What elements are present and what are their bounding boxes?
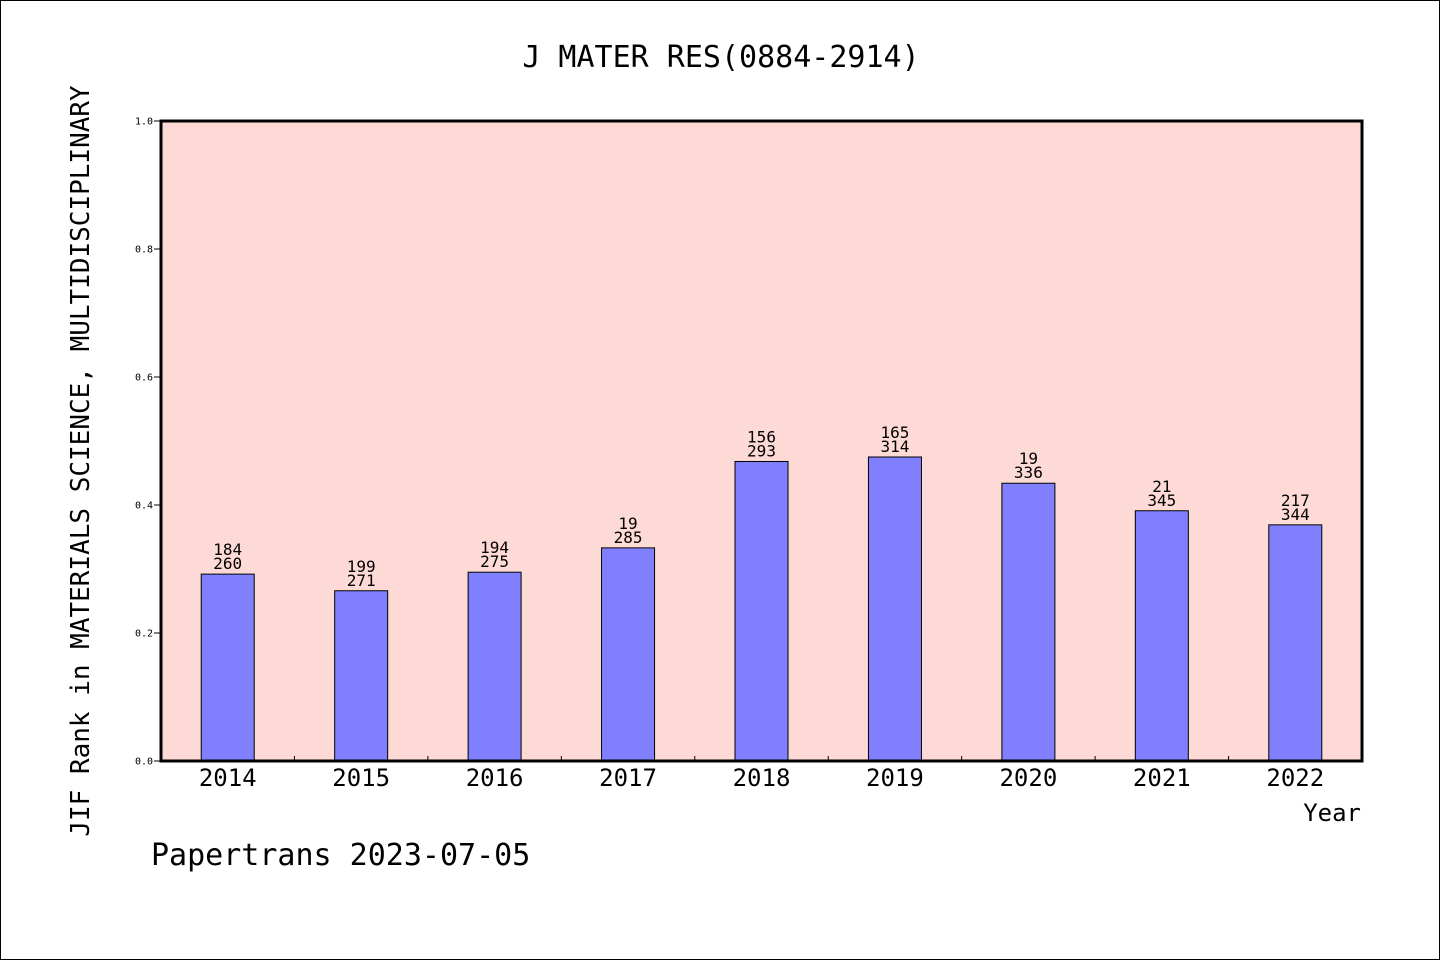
bar-label-bottom: 345 bbox=[1147, 491, 1176, 510]
bar-label-top: 194 bbox=[480, 538, 509, 557]
y-axis-label: JIF Rank in MATERIALS SCIENCE, MULTIDISC… bbox=[66, 85, 96, 837]
y-tick-label: 1.0 bbox=[135, 117, 153, 128]
x-tick-label: 2022 bbox=[1266, 764, 1324, 792]
plot-frame bbox=[159, 119, 1364, 763]
x-tick-label: 2014 bbox=[199, 764, 257, 792]
x-tick-label: 2021 bbox=[1133, 764, 1191, 792]
bar-label-bottom: 314 bbox=[880, 437, 909, 456]
bar-label-bottom: 260 bbox=[213, 554, 242, 573]
y-tick-label: 0.0 bbox=[135, 757, 153, 768]
bar bbox=[1001, 482, 1056, 762]
chart-title: J MATER RES(0884-2914) bbox=[522, 40, 919, 75]
bar-label-top: 19 bbox=[618, 514, 637, 533]
y-tick-label: 0.6 bbox=[135, 373, 153, 384]
y-tick-label: 0.4 bbox=[135, 501, 153, 512]
x-axis-label: Year bbox=[1303, 799, 1361, 827]
bar bbox=[867, 456, 922, 762]
bar-label-top: 19 bbox=[1019, 449, 1038, 468]
x-tick-label: 2018 bbox=[733, 764, 791, 792]
bar bbox=[200, 573, 255, 762]
y-tick-label: 0.8 bbox=[135, 245, 153, 256]
bar bbox=[1268, 524, 1323, 762]
bar-label-bottom: 275 bbox=[480, 552, 509, 571]
bar bbox=[467, 571, 522, 762]
bar-label-bottom: 336 bbox=[1014, 463, 1043, 482]
bar bbox=[1134, 510, 1189, 762]
y-tick-label: 0.2 bbox=[135, 629, 153, 640]
x-tick-label: 2017 bbox=[599, 764, 657, 792]
bar-label-top: 21 bbox=[1152, 477, 1171, 496]
footer-note: Papertrans 2023-07-05 bbox=[151, 838, 530, 873]
bar bbox=[601, 547, 656, 762]
bar-label-top: 184 bbox=[213, 540, 242, 559]
bar-label-bottom: 293 bbox=[747, 441, 776, 460]
bar-label-bottom: 271 bbox=[347, 571, 376, 590]
bar-label-bottom: 285 bbox=[614, 528, 643, 547]
x-axis-ticks: 2014 2015 2016 2017 2018 2019 2020 2021 2022 bbox=[199, 756, 1324, 792]
x-tick-label: 2020 bbox=[999, 764, 1057, 792]
bar-label-bottom: 344 bbox=[1281, 505, 1310, 524]
y-axis-ticks: 0.0 0.2 0.4 0.6 0.8 1.0 bbox=[135, 117, 161, 768]
bar-label-top: 217 bbox=[1281, 491, 1310, 510]
bar bbox=[334, 590, 389, 762]
bar bbox=[734, 460, 789, 762]
bar-label-top: 156 bbox=[747, 427, 776, 446]
x-tick-label: 2016 bbox=[466, 764, 524, 792]
bar-label-top: 165 bbox=[880, 423, 909, 442]
x-tick-label: 2019 bbox=[866, 764, 924, 792]
x-tick-label: 2015 bbox=[332, 764, 390, 792]
bar-label-top: 199 bbox=[347, 557, 376, 576]
